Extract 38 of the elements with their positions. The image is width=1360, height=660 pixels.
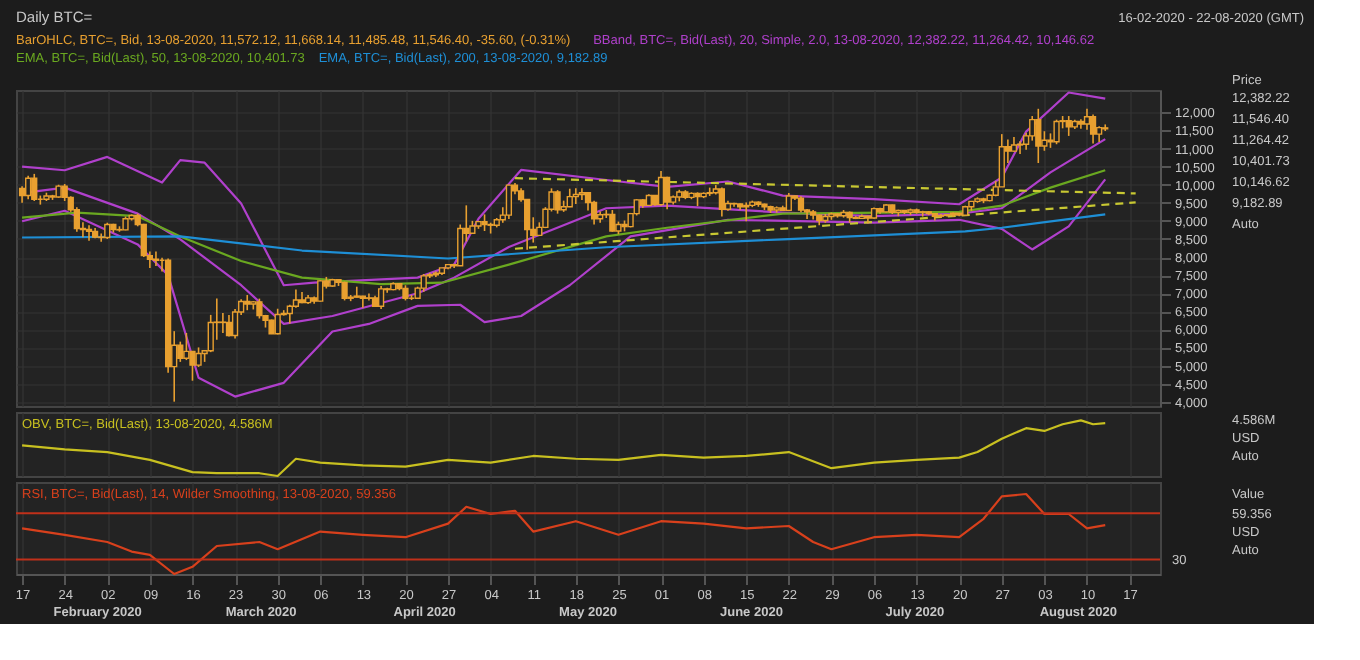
candlestick [1053,118,1060,146]
line-series [20,91,1107,287]
candlestick [1029,115,1036,142]
candlestick [609,209,616,233]
candlestick [505,183,513,220]
candlestick [1035,108,1042,164]
candlestick [225,314,233,338]
candlestick [274,307,281,336]
candlestick [590,199,598,226]
candlestick [31,173,38,202]
candlestick [25,174,32,200]
candlestick [1083,108,1091,131]
candlestick [663,175,671,211]
candlestick [657,170,665,207]
candlestick [718,186,726,218]
candlestick [706,186,713,197]
candlestick [317,279,324,303]
line-series [20,213,1107,260]
candlestick [98,232,105,243]
candlestick [377,285,385,310]
candlestick [244,294,251,311]
candlestick [578,187,586,201]
candlestick [554,189,561,215]
line-series [20,178,1107,398]
candlestick [256,297,263,320]
candlestick [219,312,227,334]
candlestick [195,346,202,368]
candlestick [1065,115,1072,137]
candlestick [1016,140,1024,155]
candlestick [353,285,360,299]
candlestick [359,294,366,309]
candlestick [183,332,190,361]
candlestick [85,224,93,242]
line-series [20,169,1107,286]
candlestick [998,133,1005,188]
candlestick [572,187,579,205]
candlestick [177,340,184,363]
candlestick [1089,113,1097,145]
